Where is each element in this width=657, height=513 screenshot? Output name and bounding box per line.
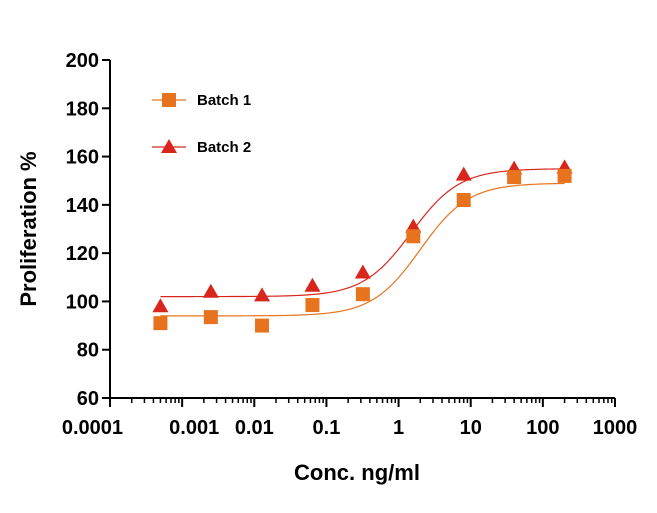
x-tick-label: 0.001 xyxy=(169,417,219,439)
x-tick-label: 1000 xyxy=(593,417,638,439)
y-tick-label: 60 xyxy=(77,388,99,410)
data-point-batch-1 xyxy=(355,287,370,302)
y-axis-title: Proliferation % xyxy=(16,151,41,306)
x-axis-title: Conc. ng/ml xyxy=(294,460,420,485)
x-tick-label: 100 xyxy=(526,417,559,439)
x-tick-label: 0.1 xyxy=(313,417,341,439)
axes: 60 80 100 120 140 160 180 200 0.0001 0.001 0.01 0.1… xyxy=(62,50,637,439)
legend-marker-square xyxy=(162,93,176,107)
data-point-batch-1 xyxy=(305,298,320,313)
y-tick-label: 80 xyxy=(77,340,99,362)
data-point-batch-2 xyxy=(202,283,219,298)
x-tick-label: 0.0001 xyxy=(62,417,123,439)
data-point-batch-1 xyxy=(255,318,270,333)
data-points xyxy=(152,159,573,333)
fit-curve-batch-2 xyxy=(160,168,565,298)
legend-marker-triangle xyxy=(161,139,177,153)
data-point-batch-1 xyxy=(507,170,522,185)
x-tick-label: 0.01 xyxy=(235,417,274,439)
data-point-batch-1 xyxy=(203,310,218,325)
y-tick-label: 180 xyxy=(66,98,99,120)
data-point-batch-1 xyxy=(153,316,168,331)
x-tick-label: 1 xyxy=(393,417,404,439)
y-tick-label: 100 xyxy=(66,291,99,313)
data-point-batch-2 xyxy=(152,298,169,313)
legend: Batch 1 Batch 2 xyxy=(152,92,251,156)
data-point-batch-1 xyxy=(456,193,471,208)
y-tick-label: 200 xyxy=(66,50,99,72)
y-tick-label: 160 xyxy=(66,147,99,169)
fit-curves xyxy=(160,168,565,317)
data-point-batch-1 xyxy=(557,168,572,183)
data-point-batch-2 xyxy=(405,218,422,233)
data-point-batch-2 xyxy=(455,166,472,181)
y-tick-label: 140 xyxy=(66,195,99,217)
data-point-batch-2 xyxy=(354,264,371,279)
data-point-batch-1 xyxy=(406,229,421,244)
data-point-batch-2 xyxy=(304,277,321,292)
fit-curve-batch-1 xyxy=(160,182,565,317)
y-tick-label: 120 xyxy=(66,243,99,265)
x-tick-label: 10 xyxy=(460,417,482,439)
data-point-batch-2 xyxy=(254,287,271,302)
legend-label: Batch 2 xyxy=(197,139,251,156)
legend-label: Batch 1 xyxy=(197,92,251,109)
